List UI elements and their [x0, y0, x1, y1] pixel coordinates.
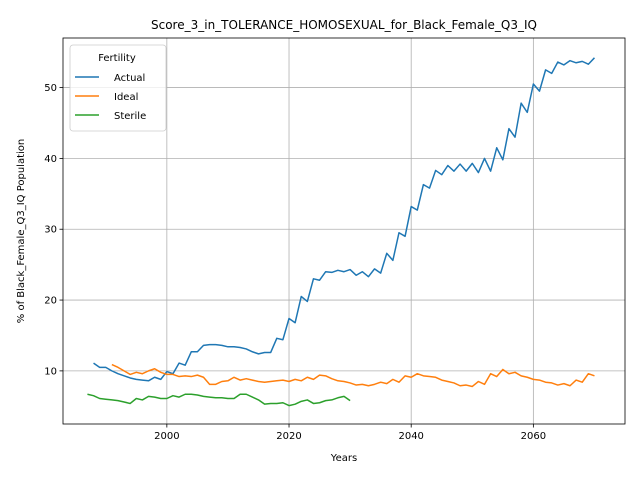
series-line-sterile	[87, 393, 351, 407]
y-tick-label: 30	[44, 225, 57, 236]
legend-label-actual: Actual	[114, 73, 145, 84]
series-line-ideal	[111, 363, 595, 388]
x-tick-label: 2040	[398, 431, 423, 442]
y-tick-label: 20	[44, 296, 57, 307]
x-axis-label: Years	[330, 453, 357, 464]
legend: Fertility Actual Ideal Sterile	[69, 44, 167, 132]
y-tick-label: 10	[44, 366, 57, 377]
legend-title: Fertility	[98, 53, 136, 64]
legend-label-ideal: Ideal	[114, 92, 138, 103]
y-tick-label: 40	[44, 154, 57, 165]
y-tick-label: 50	[44, 83, 57, 94]
legend-label-sterile: Sterile	[114, 111, 146, 122]
x-tick-label: 2060	[521, 431, 546, 442]
axis-ticks: 2000 2020 2040 2060 10 20 30 40 50	[44, 83, 546, 442]
x-tick-label: 2000	[154, 431, 179, 442]
series-lines	[87, 57, 596, 407]
x-tick-label: 2020	[276, 431, 301, 442]
legend-box	[69, 44, 167, 132]
series-line-actual	[93, 57, 596, 382]
plot-frame	[62, 37, 626, 425]
y-axis-label: % of Black_Female_Q3_IQ Population	[16, 139, 27, 323]
chart-title: Score_3_in_TOLERANCE_HOMOSEXUAL_for_Blac…	[151, 18, 537, 32]
